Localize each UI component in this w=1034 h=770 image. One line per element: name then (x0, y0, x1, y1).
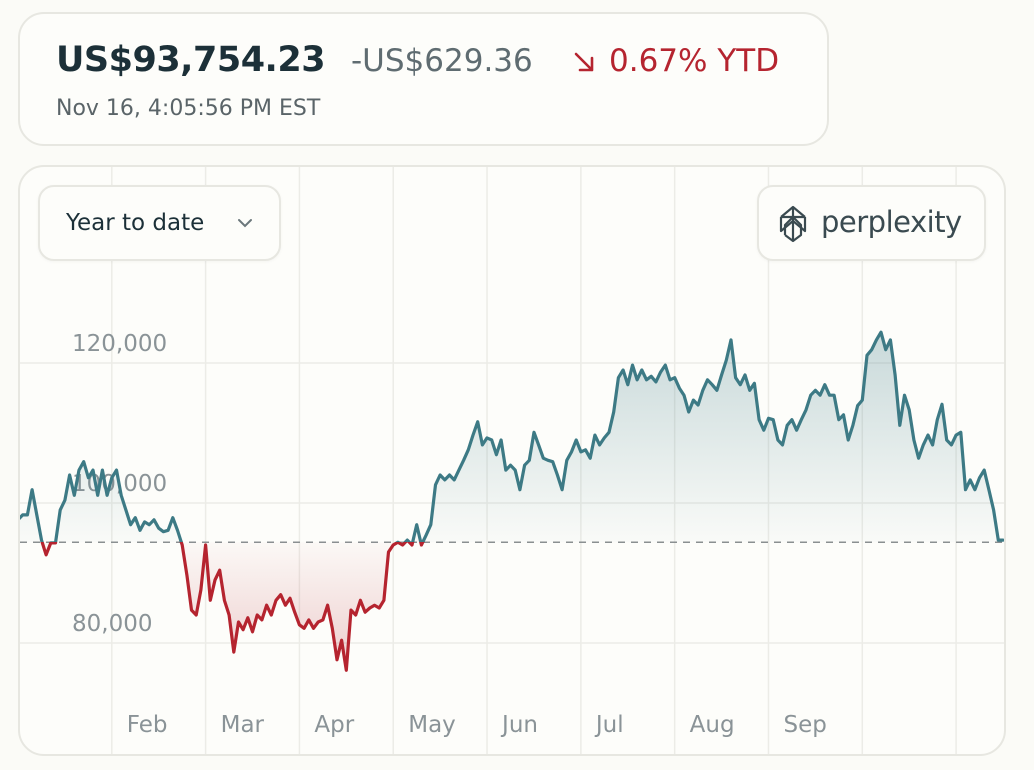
chart: Feb Mar Apr May Jun Jul Aug Sep80,000100,000120… (20, 167, 1004, 754)
percent-change: 0.67% YTD (609, 43, 780, 79)
brand-badge[interactable]: perplexity (757, 185, 986, 261)
x-tick-label: Apr (314, 712, 354, 738)
price-change: -US$629.36 (351, 43, 533, 79)
y-tick-label: 80,000 (72, 611, 152, 637)
x-tick-label: Mar (221, 712, 265, 738)
y-tick-label: 120,000 (72, 331, 167, 357)
x-tick-label: Jul (594, 712, 624, 738)
x-tick-label: Feb (127, 712, 168, 738)
x-tick-label: Sep (783, 712, 826, 738)
down-arrow-icon (574, 52, 594, 72)
chevron-icon (238, 219, 252, 228)
brand-logo (779, 205, 807, 243)
chart-card: Feb Mar Apr May Jun Jul Aug Sep 80,000 100,000 120… (18, 165, 1006, 756)
price-line (20, 330, 1004, 672)
brand-name: perplexity (821, 205, 962, 239)
timestamp: Nov 16, 4:05:56 PM EST (56, 96, 321, 121)
quote-card: US$93,754.23 -US$629.36 0.67% YTD Nov 16… (18, 12, 829, 146)
range-label: Year to date (66, 210, 205, 236)
x-tick-label: Aug (690, 712, 735, 738)
price: US$93,754.23 (56, 40, 326, 80)
range-dropdown[interactable]: Year to date (38, 185, 281, 261)
x-tick-label: Jun (500, 712, 538, 738)
area (20, 332, 1003, 671)
x-tick-label: May (408, 712, 456, 738)
